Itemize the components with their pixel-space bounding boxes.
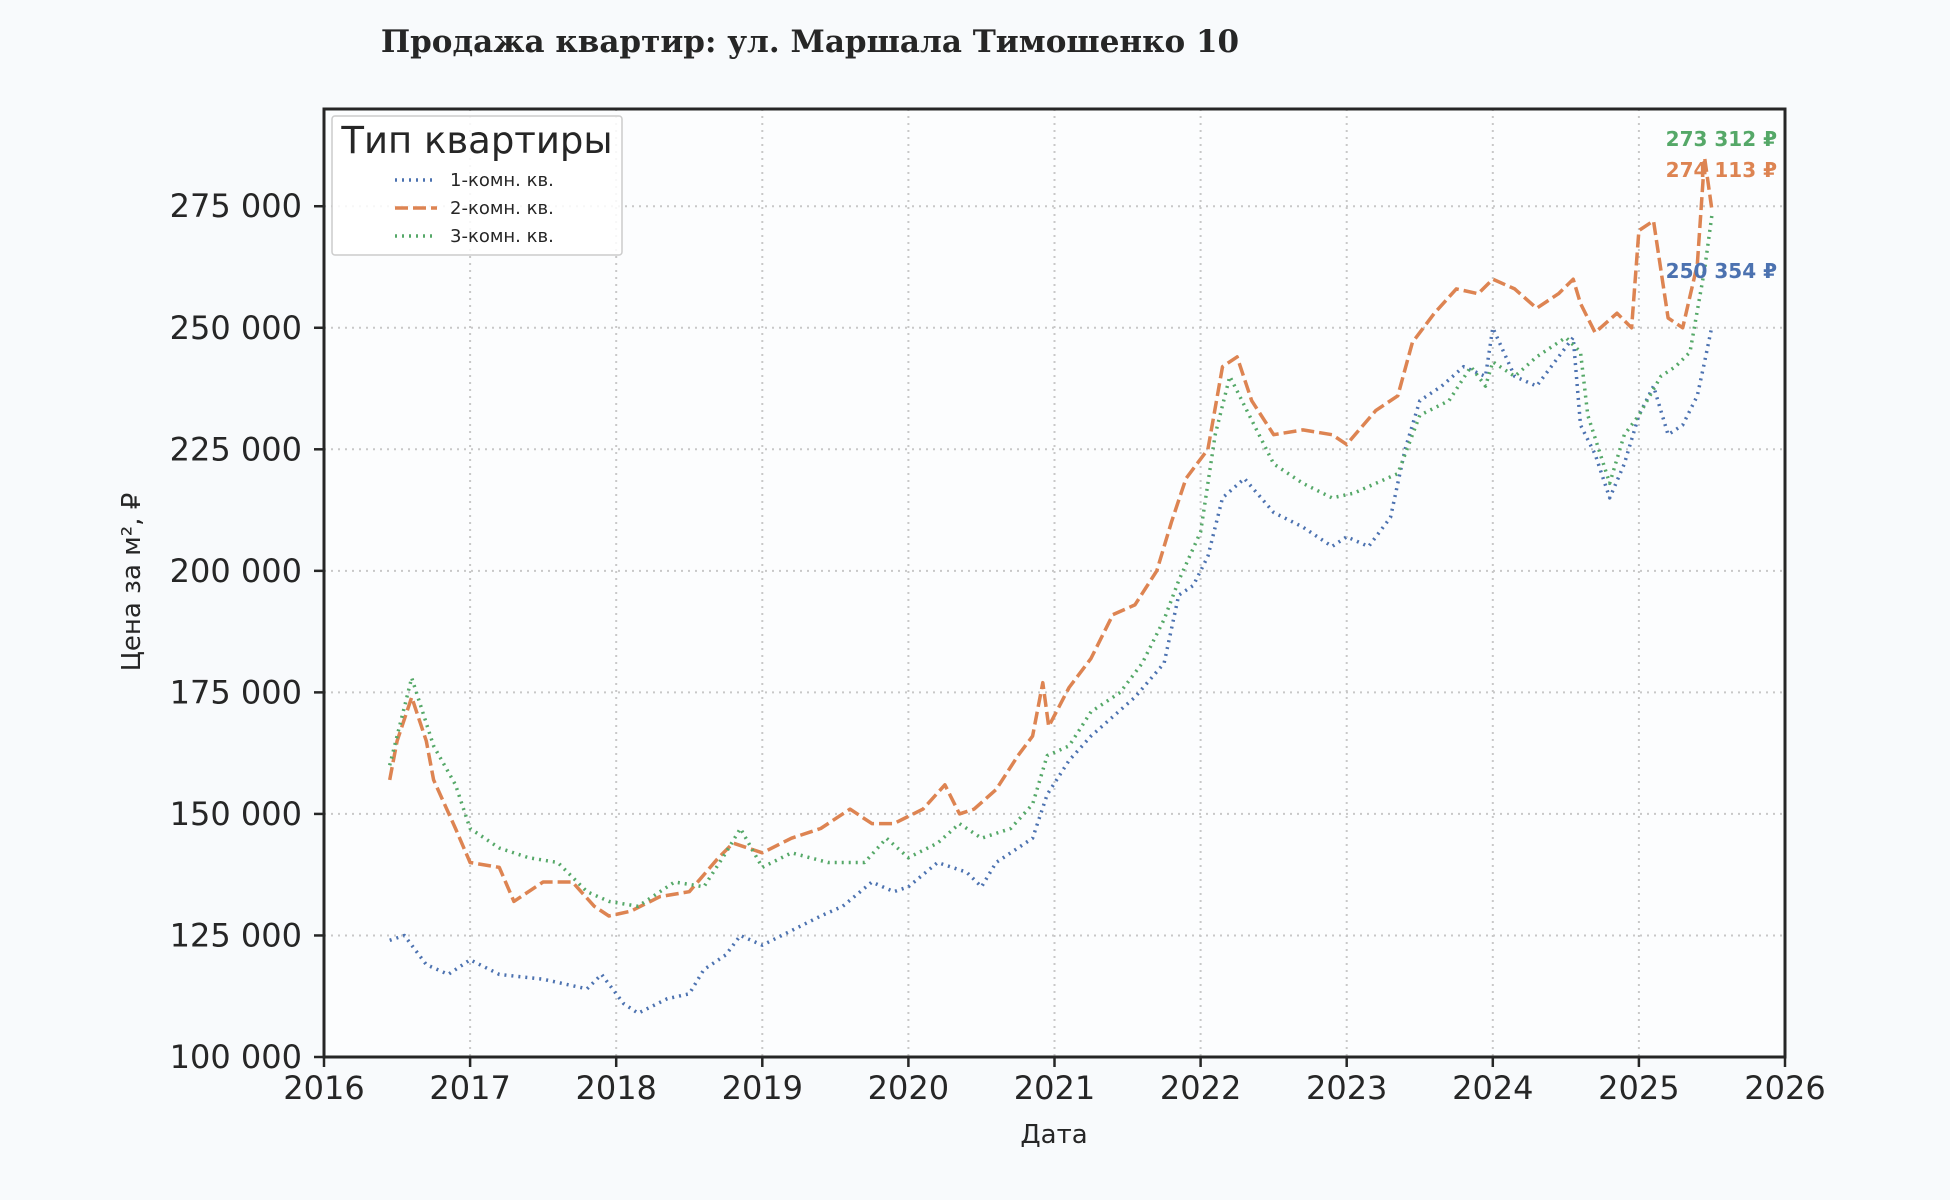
- series-2: [387, 155, 1714, 918]
- x-axis: 2016 2017 2018 2019 2020 2021 2022 2023 2024 2025…: [283, 1057, 1826, 1107]
- x-tick-label: 2018: [575, 1069, 656, 1107]
- y-tick-label: 150 000: [170, 795, 302, 833]
- chart-title: Продажа квартир: ул. Маршала Тимошенко 1…: [381, 24, 1239, 60]
- end-labels: 273 312 ₽ 274 113 ₽ 250 354 ₽: [1666, 127, 1777, 283]
- x-tick-label: 2019: [722, 1069, 803, 1107]
- y-tick-label: 250 000: [170, 309, 302, 347]
- end-label: 250 354 ₽: [1666, 259, 1777, 283]
- y-tick-label: 275 000: [170, 187, 302, 225]
- x-axis-label: Дата: [1020, 1120, 1087, 1150]
- x-tick-label: 2026: [1744, 1069, 1825, 1107]
- end-label: 273 312 ₽: [1666, 127, 1777, 151]
- y-axis: 100 000 125 000 150 000 175 000 200 000 225 0…: [170, 187, 324, 1076]
- x-tick-label: 2021: [1014, 1069, 1095, 1107]
- x-tick-label: 2023: [1306, 1069, 1387, 1107]
- legend-box: [331, 115, 623, 256]
- y-tick-label: 100 000: [170, 1038, 302, 1076]
- legend-item-label: 2-комн. кв.: [450, 198, 554, 219]
- x-tick-label: 2022: [1160, 1069, 1241, 1107]
- x-tick-label: 2020: [868, 1069, 949, 1107]
- legend: Тип квартиры 1-комн. кв. 2-комн. кв. 3-ком…: [331, 115, 623, 256]
- x-tick-label: 2016: [283, 1069, 364, 1107]
- legend-item-label: 3-комн. кв.: [450, 226, 554, 247]
- plot-area: [324, 109, 1785, 1057]
- legend-title: Тип квартиры: [340, 119, 612, 162]
- series-line: [387, 155, 1714, 918]
- y-tick-label: 125 000: [170, 916, 302, 954]
- legend-item-label: 1-комн. кв.: [450, 170, 554, 191]
- series-layer: [387, 155, 1714, 1015]
- y-tick-label: 200 000: [170, 552, 302, 590]
- x-tick-label: 2024: [1452, 1069, 1533, 1107]
- y-tick-label: 175 000: [170, 673, 302, 711]
- x-tick-label: 2017: [429, 1069, 510, 1107]
- legend-items: 1-комн. кв. 2-комн. кв. 3-комн. кв.: [395, 170, 554, 247]
- end-label: 274 113 ₽: [1666, 158, 1777, 182]
- y-tick-label: 225 000: [170, 430, 302, 468]
- y-axis-label: Цена за м², ₽: [117, 493, 147, 672]
- series-1: [389, 325, 1714, 1015]
- x-tick-label: 2025: [1598, 1069, 1679, 1107]
- series-line: [389, 325, 1714, 1015]
